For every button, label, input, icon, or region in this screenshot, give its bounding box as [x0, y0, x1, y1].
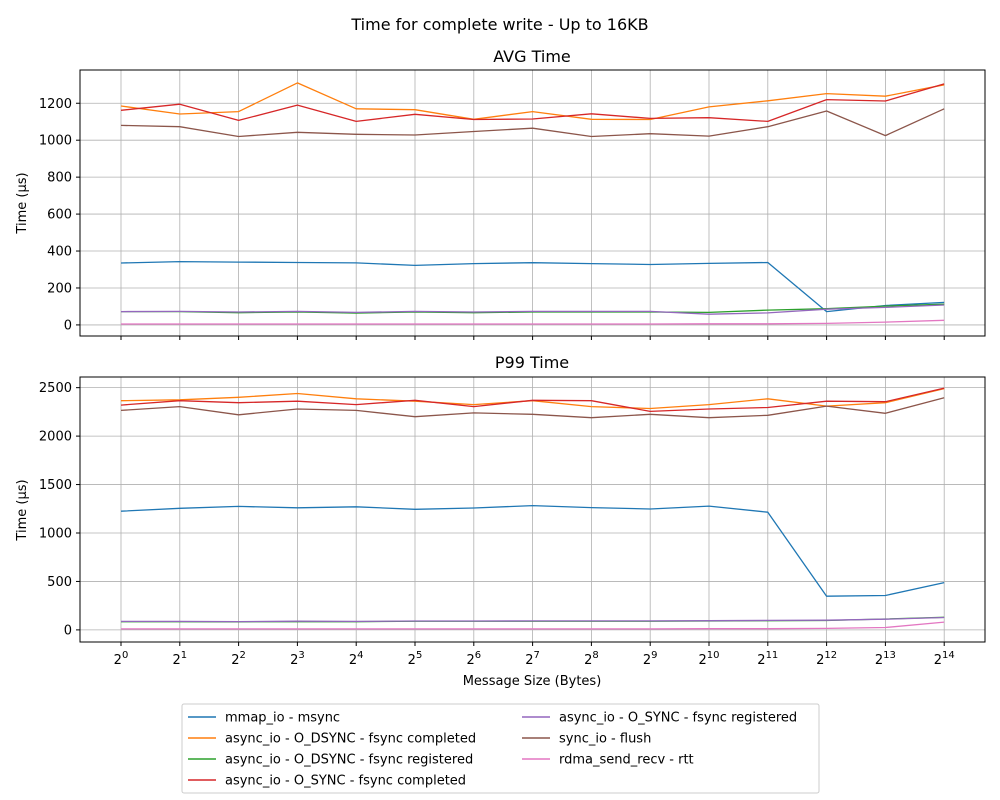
- x-tick-label: 212: [816, 650, 837, 668]
- legend-entry: async_io - O_DSYNC - fsync registered: [225, 753, 473, 768]
- series-line-async-io-o-sync-fsync-registered: [120, 304, 945, 315]
- y-tick-label: 1000: [39, 526, 72, 541]
- p99-y-axis-label: Time (µs): [15, 479, 30, 541]
- x-tick-label: 213: [875, 650, 896, 668]
- y-tick-label: 2500: [39, 381, 72, 396]
- series-line-async-io-o-sync-fsync-completed: [120, 387, 945, 413]
- legend-frame: [181, 703, 820, 794]
- y-tick-label: 800: [47, 171, 72, 186]
- legend: mmap_io - msync async_io - O_DSYNC - fsyn…: [181, 703, 820, 794]
- legend-entry: rdma_send_recv - rtt: [559, 753, 694, 768]
- y-tick-label: 0: [64, 623, 72, 638]
- y-tick-label: 2000: [39, 430, 72, 445]
- x-tick-label: 21: [172, 650, 187, 668]
- legend-entry: sync_io - flush: [559, 732, 651, 747]
- legend-entry: async_io - O_SYNC - fsync registered: [559, 711, 797, 726]
- avg-panel-title: AVG Time: [493, 47, 571, 66]
- series-line-async-io-o-dsync-fsync-completed: [120, 82, 945, 121]
- series-line-rdma-send-recv-rtt: [121, 319, 945, 325]
- x-tick-label: 210: [698, 650, 719, 668]
- legend-entry: mmap_io - msync: [225, 711, 340, 726]
- series-line-async-io-o-sync-fsync-completed: [120, 83, 945, 123]
- y-tick-label: 1200: [39, 97, 72, 112]
- x-tick-label: 211: [757, 650, 778, 668]
- y-tick-label: 200: [47, 281, 72, 296]
- y-tick-label: 400: [47, 245, 72, 260]
- series-line-sync-io-flush: [120, 108, 945, 138]
- x-tick-label: 23: [290, 650, 305, 668]
- x-tick-label: 27: [525, 650, 540, 668]
- y-tick-label: 1500: [39, 478, 72, 493]
- y-tick-label: 1000: [39, 134, 72, 149]
- x-tick-label: 214: [934, 650, 955, 668]
- x-tick-label: 28: [584, 650, 599, 668]
- legend-entry: async_io - O_DSYNC - fsync completed: [225, 732, 476, 747]
- x-tick-label: 24: [349, 650, 364, 668]
- y-tick-label: 600: [47, 208, 72, 223]
- x-tick-label: 25: [408, 650, 423, 668]
- series-line-async-io-o-sync-fsync-registered: [121, 616, 945, 623]
- x-tick-label: 22: [231, 650, 246, 668]
- figure-title: Time for complete write - Up to 16KB: [350, 15, 648, 34]
- avg-y-axis-label: Time (µs): [15, 172, 30, 234]
- legend-entry: async_io - O_SYNC - fsync completed: [225, 774, 466, 789]
- series-line-sync-io-flush: [120, 397, 945, 419]
- p99-panel-title: P99 Time: [495, 353, 569, 372]
- y-tick-label: 500: [47, 575, 72, 590]
- series-line-mmap-io-msync: [120, 504, 945, 597]
- avg-time-panel: AVG Time Time (µs) 0 200 400 600 800 1000 1200: [15, 47, 986, 340]
- x-axis-label: Message Size (Bytes): [463, 674, 602, 689]
- x-tick-label: 20: [114, 650, 129, 668]
- x-tick-label: 26: [466, 650, 481, 668]
- series-line-mmap-io-msync: [120, 260, 945, 313]
- series-line-rdma-send-recv-rtt: [121, 621, 945, 630]
- p99-time-panel: P99 Time Time (µs) 0 500 1000 1500 2000 2500: [15, 353, 986, 646]
- y-tick-label: 0: [64, 318, 72, 333]
- x-tick-label: 29: [643, 650, 658, 668]
